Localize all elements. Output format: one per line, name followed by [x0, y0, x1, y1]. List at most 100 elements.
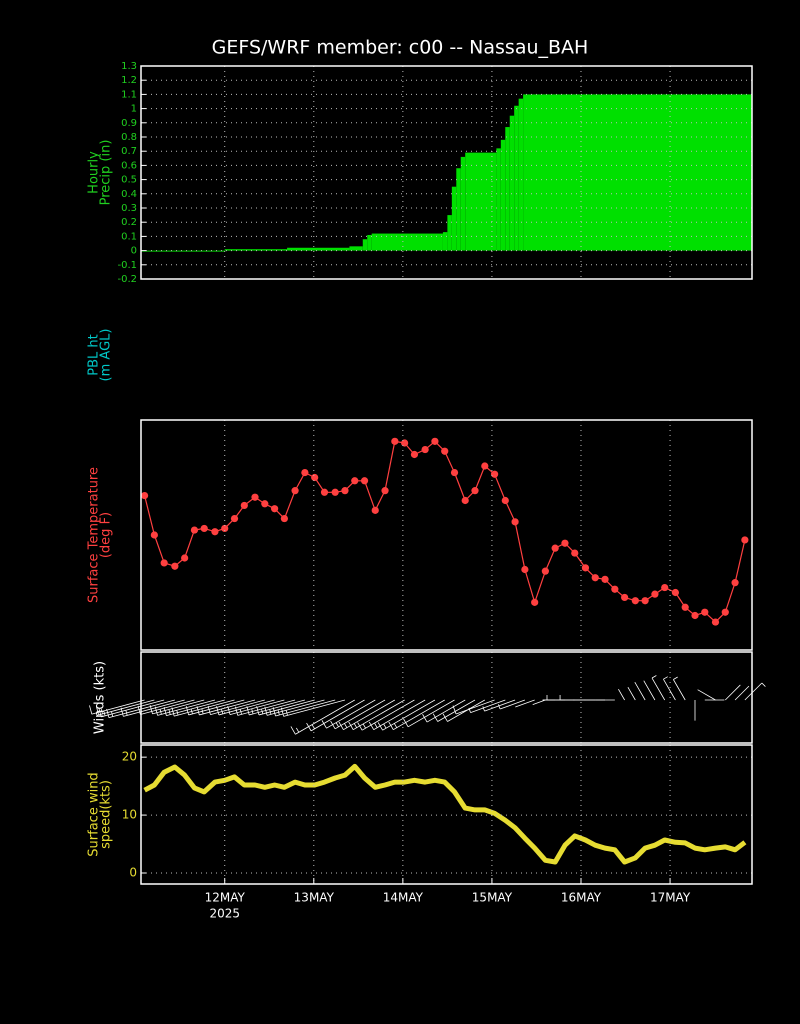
x-tick-label: 16MAY	[561, 891, 602, 905]
wind-barb	[497, 699, 526, 710]
y-axis-label: Winds (kts)	[93, 661, 108, 734]
temp-marker	[450, 468, 459, 477]
temp-marker	[481, 462, 489, 470]
panel	[140, 437, 749, 626]
wind-barb	[196, 699, 256, 716]
temp-marker	[441, 447, 449, 455]
precip-step	[287, 247, 350, 251]
y-axis-label: Surface wind	[87, 772, 102, 856]
temp-marker	[160, 559, 168, 567]
series-line	[143, 763, 747, 865]
temp-marker	[421, 445, 429, 454]
panel-frame	[140, 744, 753, 885]
wind-barb	[673, 676, 686, 701]
wind-barb	[272, 699, 336, 717]
temp-marker	[691, 611, 699, 620]
y-tick-label: 0.2	[121, 217, 137, 228]
precip-step	[362, 239, 368, 251]
panel	[89, 675, 766, 735]
temp-marker	[391, 437, 399, 445]
temp-marker	[171, 562, 179, 570]
y-tick-label: 0.6	[121, 160, 137, 171]
wind-barb	[744, 682, 766, 701]
temp-marker	[200, 524, 208, 533]
precip-step	[460, 156, 466, 251]
wind-barb	[106, 699, 175, 719]
precip-step	[523, 94, 752, 251]
temp-marker	[531, 598, 539, 606]
x-tick-label: 12MAY	[205, 891, 246, 905]
wind-barb	[734, 685, 750, 701]
temp-marker	[571, 549, 579, 557]
temp-marker	[351, 477, 359, 485]
wind-barb	[348, 699, 405, 731]
wind-barb	[330, 699, 386, 730]
temp-marker	[651, 590, 659, 598]
temp-marker	[581, 564, 590, 572]
temp-marker	[741, 536, 749, 544]
panel	[141, 94, 752, 252]
wind-barb	[482, 699, 516, 712]
wind-barb	[185, 699, 245, 716]
precip-step	[451, 186, 457, 251]
temp-marker	[501, 496, 509, 505]
y-tick-label: 0.9	[121, 118, 137, 129]
wind-barb	[432, 699, 476, 722]
temp-marker	[431, 437, 439, 445]
precip-step	[496, 148, 501, 251]
wind-barb	[89, 699, 145, 715]
temp-marker	[221, 524, 229, 533]
temp-marker	[471, 487, 479, 495]
wind-barb	[368, 699, 426, 731]
y-axis-label: speed(kts)	[99, 780, 114, 849]
temp-marker	[511, 518, 519, 526]
temp-marker	[301, 468, 309, 477]
precip-step	[500, 139, 506, 251]
temp-marker	[190, 526, 199, 534]
precip-step	[371, 233, 443, 251]
temp-marker	[631, 597, 639, 605]
y-axis-label: Precip (in)	[99, 140, 114, 206]
wind-barb	[256, 699, 315, 716]
temp-marker	[181, 554, 189, 562]
wind-barb	[120, 699, 185, 717]
y-tick-label: 1.1	[121, 89, 137, 100]
precip-step	[465, 152, 497, 251]
wind-barb	[452, 699, 495, 715]
temp-marker	[731, 579, 739, 587]
wind-barb	[207, 699, 265, 715]
y-tick-label: 20	[122, 750, 137, 764]
temp-marker	[521, 565, 529, 574]
y-axis-label: PBL ht	[87, 334, 102, 375]
wind-barb	[651, 675, 666, 701]
y-tick-label: 0.4	[121, 189, 137, 200]
wind-barb	[422, 699, 466, 723]
precip-step	[518, 98, 524, 251]
wind-barb	[338, 699, 396, 731]
precip-step	[509, 115, 515, 251]
wind-barb	[468, 699, 506, 714]
panel-frame	[140, 651, 753, 744]
temp-marker	[701, 608, 709, 616]
wind-barb	[663, 676, 676, 701]
temp-marker	[371, 506, 379, 514]
temp-marker	[401, 439, 409, 447]
y-tick-label: -0.2	[117, 274, 137, 285]
wind-barb	[321, 699, 376, 729]
y-tick-label: 0.7	[121, 146, 137, 157]
wind-barb	[163, 699, 225, 717]
temp-marker	[150, 531, 158, 539]
wind-barb	[377, 699, 436, 731]
y-tick-label: 0.5	[121, 175, 137, 186]
temp-marker	[641, 597, 649, 605]
wind-barb	[154, 699, 216, 716]
temp-marker	[320, 488, 329, 496]
wind-barb	[280, 699, 346, 717]
temp-marker	[251, 493, 259, 501]
temp-marker	[721, 608, 729, 616]
temp-marker	[280, 514, 288, 523]
panel-frame	[140, 65, 753, 280]
wind-barb	[388, 699, 445, 731]
panel-frame	[140, 419, 753, 651]
